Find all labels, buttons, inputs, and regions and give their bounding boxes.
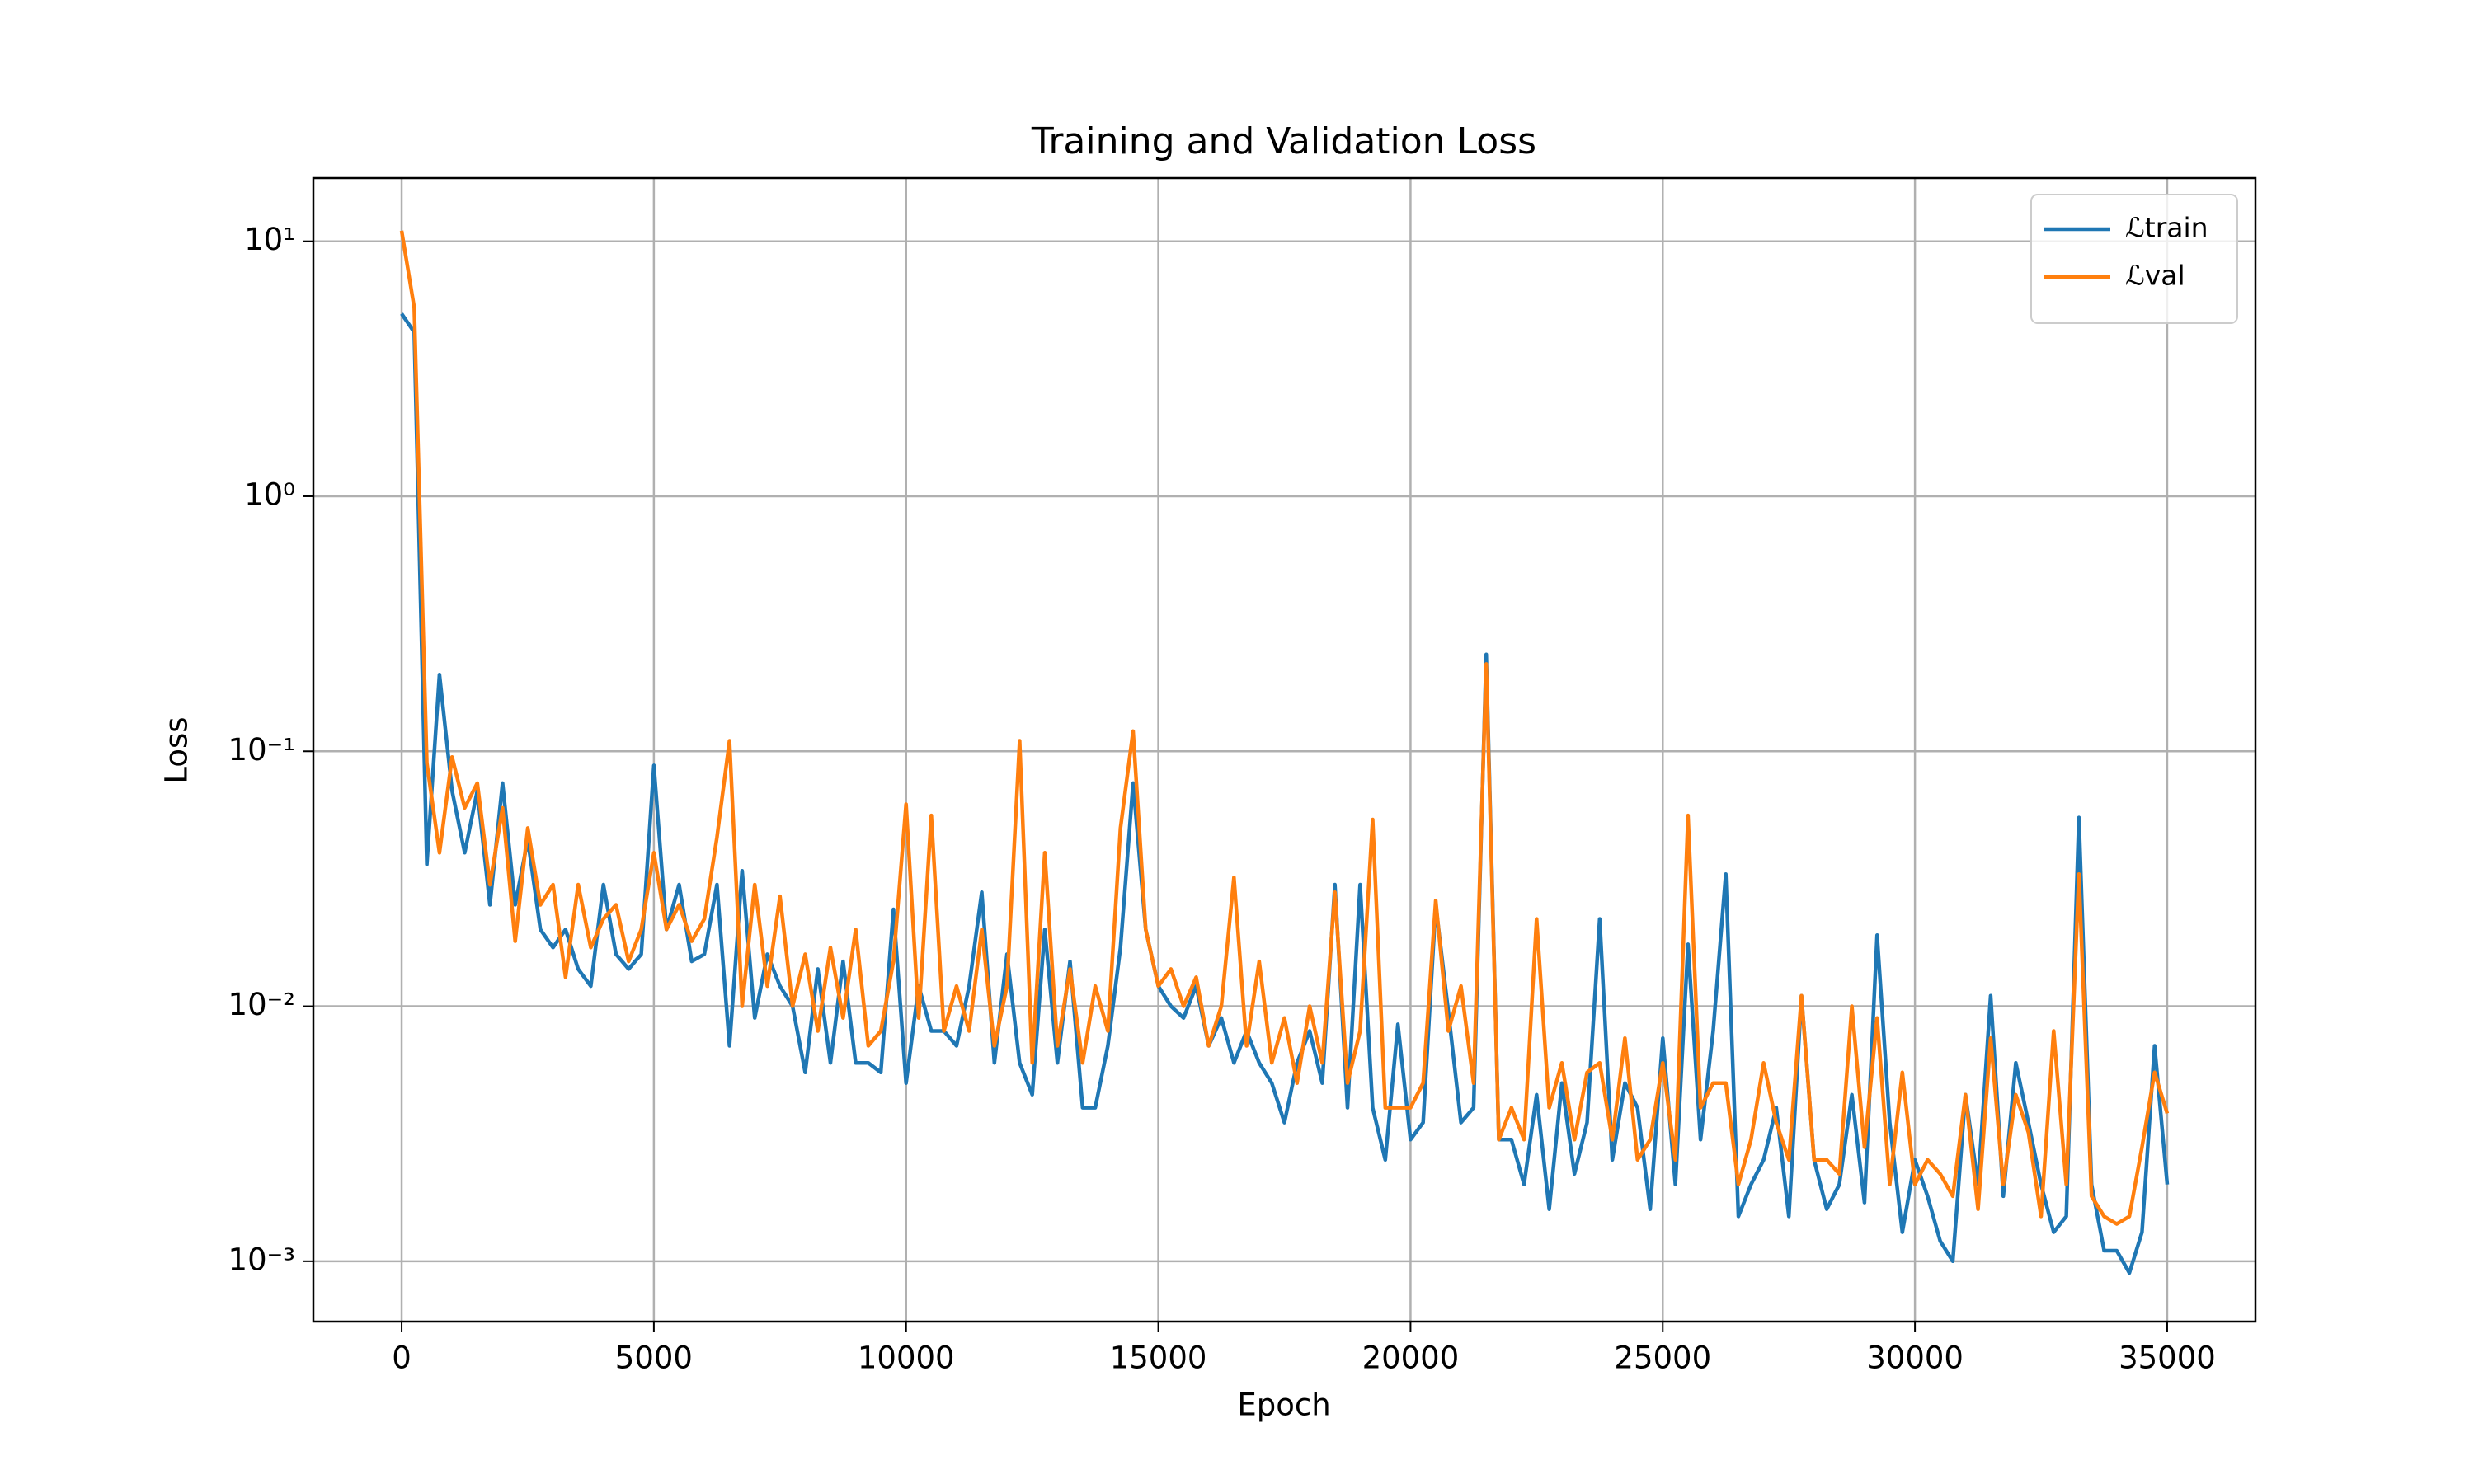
x-tick-label: 30000 [1866, 1341, 1964, 1376]
legend-label: ℒtrain [2125, 212, 2208, 244]
y-axis-label: Loss [159, 716, 195, 783]
x-axis-label: Epoch [1237, 1388, 1330, 1423]
y-tick-label: 10⁻¹ [228, 732, 295, 768]
chart-title: Training and Validation Loss [1031, 120, 1536, 162]
x-tick-label: 0 [392, 1341, 412, 1376]
y-tick-label: 10⁻³ [228, 1242, 295, 1277]
y-tick-label: 10⁰ [244, 477, 295, 512]
y-tick-label: 10⁻² [228, 987, 295, 1022]
x-tick-label: 10000 [858, 1341, 955, 1376]
x-tick-label: 35000 [2119, 1341, 2216, 1376]
y-tick-label: 10¹ [244, 222, 295, 257]
legend-label: ℒval [2125, 260, 2185, 292]
legend-box [2030, 194, 2238, 324]
x-tick-label: 25000 [1614, 1341, 1711, 1376]
x-tick-label: 20000 [1362, 1341, 1460, 1376]
x-tick-label: 15000 [1110, 1341, 1207, 1376]
x-tick-label: 5000 [615, 1341, 693, 1376]
series-line [400, 312, 2170, 1275]
plot-frame [312, 176, 2257, 1323]
series-line [399, 230, 2170, 1226]
